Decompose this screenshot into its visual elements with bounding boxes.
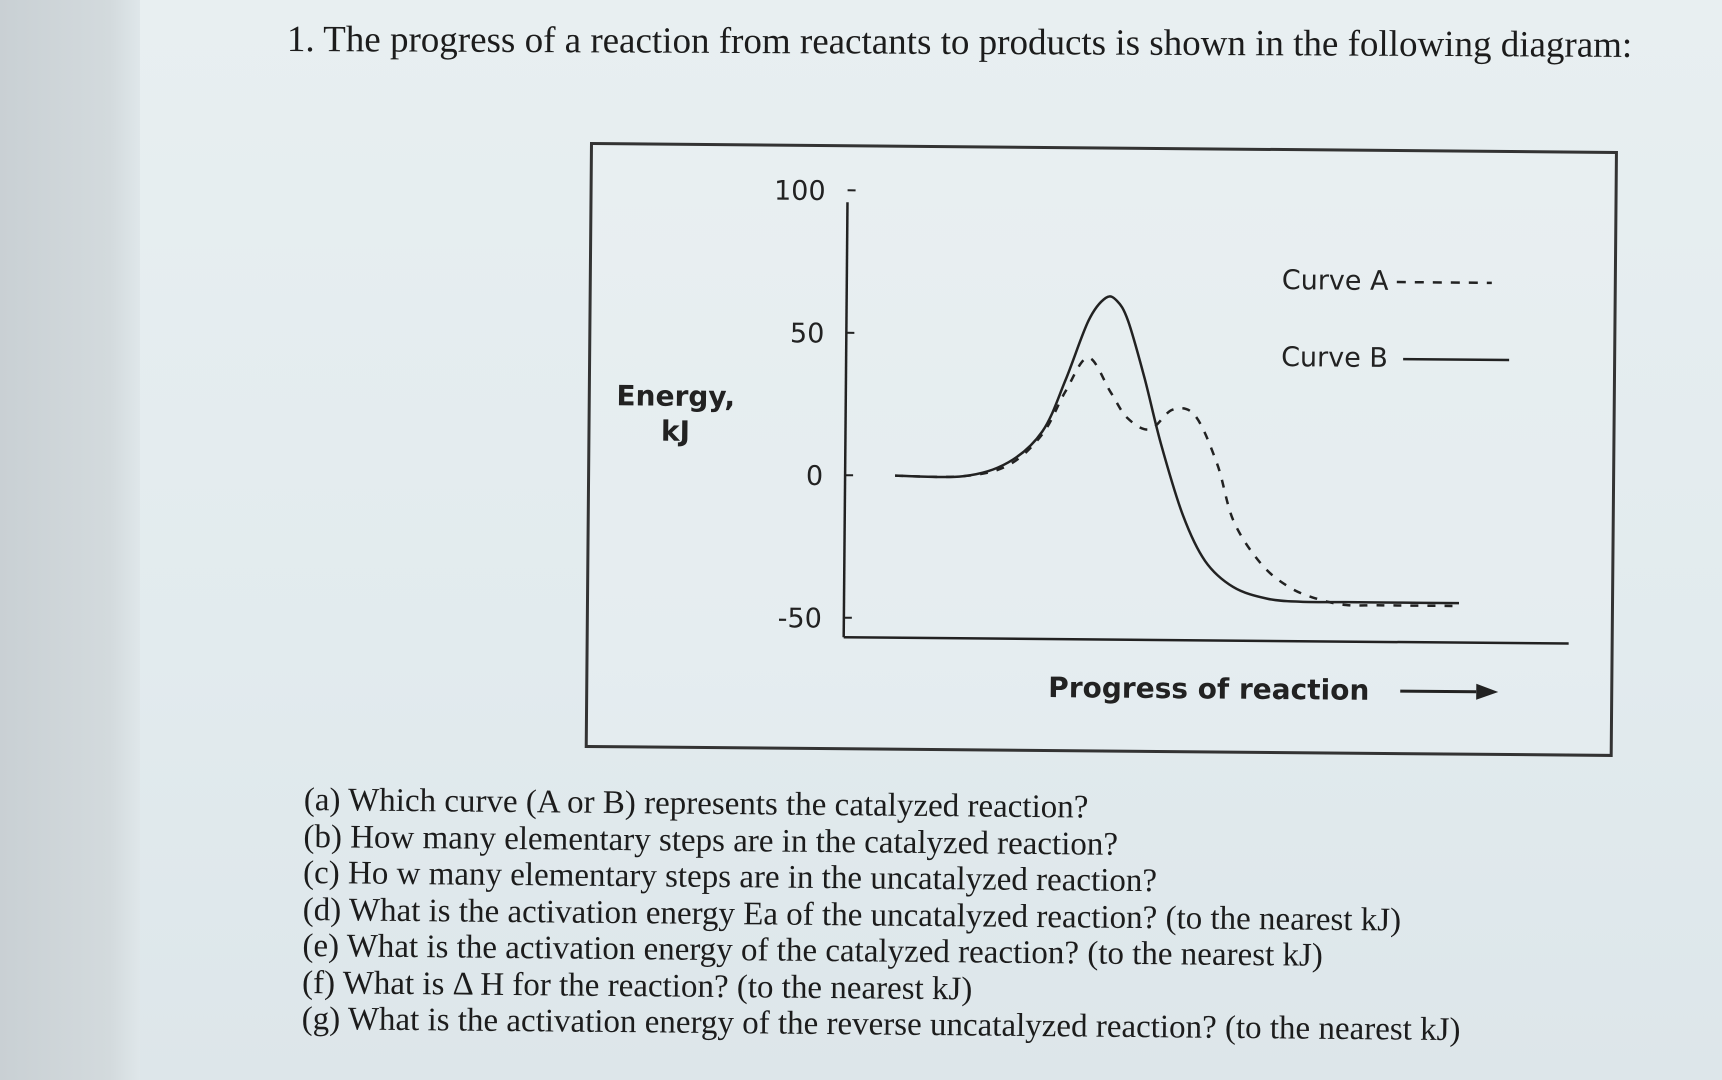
curve-a-line [895,356,1459,608]
progress-arrow-shaft [1400,689,1477,694]
y-axis-line [842,202,849,638]
sub-questions: (a) Which curve (A or B) represents the … [302,782,1463,1049]
curve-b-line [895,295,1460,605]
y-ticks: 100 50 0 -50 [774,176,856,635]
legend-curve-b-label: Curve B [1281,342,1388,374]
question-title: 1. The progress of a reaction from react… [286,18,1633,66]
energy-diagram-svg: Energy, kJ 100 50 0 -50 Curve A Curve B Pro… [616,176,1569,707]
x-axis-line [843,635,1569,645]
paper-sheet [140,0,1722,1080]
energy-diagram: Energy, kJ 100 50 0 -50 Curve A Curve B Pro… [584,142,1618,757]
x-axis-label: Progress of reaction [1048,671,1369,707]
legend-curve-a-swatch [1396,280,1492,285]
y-tick-label: 100 [774,176,826,207]
progress-arrowhead [1476,683,1499,700]
y-tick-label: 50 [790,318,825,349]
curves [895,295,1460,608]
y-tick-label: -50 [778,603,822,634]
y-axis-label-line1: Energy, [616,379,735,413]
legend-curve-a-label: Curve A [1282,265,1390,297]
legend-curve-b-swatch [1403,357,1510,362]
y-tick-label: 0 [806,461,823,492]
y-axis-label-line2: kJ [661,415,690,448]
